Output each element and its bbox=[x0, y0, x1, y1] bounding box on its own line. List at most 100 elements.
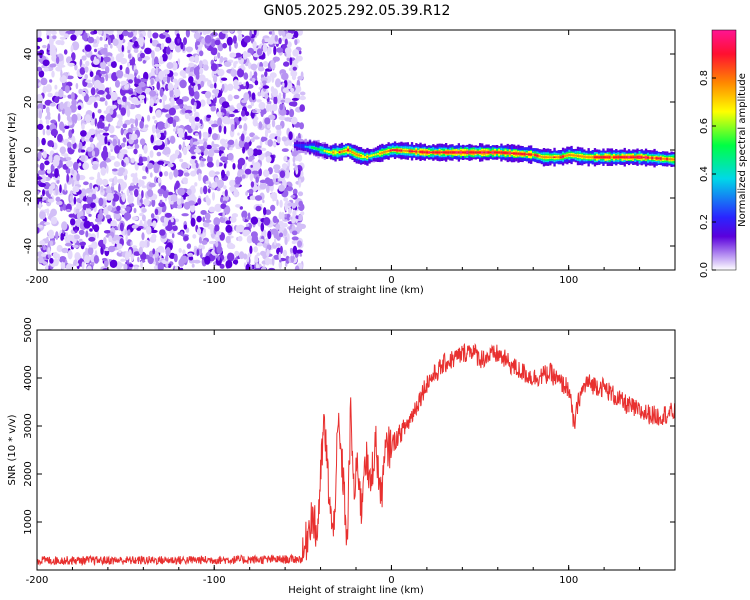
heatmap-noise-cell bbox=[47, 198, 55, 203]
heatmap-track-cell bbox=[549, 156, 552, 159]
heatmap-noise-cell bbox=[163, 104, 171, 110]
heatmap-noise-cell bbox=[187, 252, 194, 257]
heatmap-noise-cell bbox=[225, 224, 233, 233]
heatmap-noise-cell bbox=[135, 172, 138, 178]
heatmap-track-cell bbox=[372, 154, 375, 156]
heatmap-noise-cell bbox=[112, 38, 119, 46]
heatmap-noise-cell bbox=[37, 151, 42, 160]
heatmap-track-cell bbox=[619, 156, 622, 159]
heatmap-noise-cell bbox=[78, 88, 83, 95]
heatmap-track-cell bbox=[504, 151, 507, 154]
heatmap-track-cell bbox=[610, 156, 614, 159]
heatmap-noise-cell bbox=[291, 252, 294, 257]
heatmap-track-cell bbox=[387, 150, 390, 152]
heatmap-noise-cell bbox=[125, 233, 128, 242]
heatmap-noise-cell bbox=[190, 30, 199, 33]
heatmap-track-cell bbox=[434, 151, 437, 154]
heatmap-noise-cell bbox=[195, 71, 200, 80]
heatmap-noise-cell bbox=[81, 55, 87, 61]
heatmap-noise-cell bbox=[148, 182, 156, 188]
heatmap-noise-cell bbox=[71, 52, 76, 62]
heatmap-noise-cell bbox=[115, 212, 121, 220]
heatmap-track-cell bbox=[404, 149, 407, 152]
heatmap-noise-cell bbox=[93, 255, 99, 264]
heatmap-noise-cell bbox=[143, 198, 150, 207]
heatmap-noise-cell bbox=[163, 171, 169, 177]
heatmap-noise-cell bbox=[271, 119, 276, 128]
heatmap-noise-cell bbox=[214, 177, 219, 183]
heatmap-track-cell bbox=[487, 151, 490, 154]
heatmap-noise-cell bbox=[39, 53, 43, 59]
heatmap-noise-cell bbox=[247, 212, 251, 220]
heatmap-noise-cell bbox=[247, 147, 254, 157]
heatmap-noise-cell bbox=[180, 231, 184, 237]
heatmap-noise-cell bbox=[286, 57, 291, 62]
heatmap-noise-cell bbox=[165, 37, 172, 44]
heatmap-noise-cell bbox=[194, 182, 198, 187]
heatmap-noise-cell bbox=[89, 182, 93, 190]
heatmap-track-cell bbox=[517, 152, 520, 155]
heatmap-noise-cell bbox=[136, 85, 144, 94]
heatmap-noise-cell bbox=[222, 200, 228, 204]
heatmap-noise-cell bbox=[130, 118, 136, 124]
top-ytick-label: 0 bbox=[23, 147, 34, 153]
heatmap-noise-cell bbox=[41, 137, 46, 146]
heatmap-noise-cell bbox=[131, 224, 140, 229]
heatmap-noise-cell bbox=[152, 32, 159, 39]
heatmap-noise-cell bbox=[171, 233, 175, 239]
heatmap-track-cell bbox=[306, 146, 309, 148]
heatmap-noise-cell bbox=[121, 194, 126, 203]
heatmap-noise-cell bbox=[78, 238, 83, 243]
heatmap-noise-cell bbox=[170, 135, 176, 144]
heatmap-noise-cell bbox=[153, 97, 157, 104]
heatmap-noise-cell bbox=[47, 254, 52, 258]
heatmap-noise-cell bbox=[262, 85, 270, 89]
heatmap-noise-cell bbox=[106, 165, 109, 174]
heatmap-noise-cell bbox=[210, 105, 216, 112]
top-xtick-label: -200 bbox=[26, 275, 49, 286]
heatmap-noise-cell bbox=[227, 252, 235, 262]
heatmap-noise-cell bbox=[139, 120, 144, 129]
heatmap-noise-cell bbox=[193, 32, 200, 40]
heatmap-track-cell bbox=[670, 158, 673, 161]
heatmap-noise-cell bbox=[211, 123, 219, 128]
heatmap-noise-cell bbox=[86, 265, 92, 270]
heatmap-noise-cell bbox=[246, 235, 253, 244]
heatmap-noise-cell bbox=[221, 101, 230, 109]
heatmap-noise-cell bbox=[108, 235, 113, 243]
heatmap-noise-cell bbox=[183, 179, 188, 185]
heatmap-noise-cell bbox=[184, 131, 188, 140]
bottom-plot-frame bbox=[36, 329, 676, 571]
heatmap-noise-cell bbox=[283, 79, 288, 88]
heatmap-track-cell bbox=[655, 157, 658, 160]
heatmap-noise-cell bbox=[201, 158, 207, 162]
heatmap-noise-cell bbox=[227, 94, 233, 102]
heatmap-noise-cell bbox=[149, 150, 154, 158]
heatmap-noise-cell bbox=[109, 259, 118, 268]
heatmap-track-cell bbox=[515, 152, 518, 155]
heatmap-noise-cell bbox=[50, 63, 57, 68]
heatmap-noise-cell bbox=[89, 136, 94, 143]
heatmap-noise-cell bbox=[119, 64, 123, 71]
heatmap-noise-cell bbox=[206, 197, 211, 206]
heatmap-noise-cell bbox=[290, 254, 295, 263]
heatmap-noise-cell bbox=[141, 232, 145, 241]
heatmap-noise-cell bbox=[261, 38, 265, 45]
heatmap-noise-cell bbox=[139, 138, 146, 146]
heatmap-noise-cell bbox=[284, 97, 292, 104]
heatmap-noise-cell bbox=[46, 35, 50, 40]
heatmap-noise-cell bbox=[156, 151, 162, 157]
heatmap-noise-cell bbox=[188, 200, 195, 206]
heatmap-noise-cell bbox=[111, 168, 118, 172]
heatmap-noise-cell bbox=[92, 164, 99, 170]
heatmap-noise-cell bbox=[80, 149, 86, 153]
heatmap-noise-cell bbox=[53, 154, 61, 163]
heatmap-noise-cell bbox=[290, 116, 298, 125]
heatmap-track-cell bbox=[627, 156, 631, 159]
heatmap-noise-cell bbox=[78, 229, 85, 236]
heatmap-noise-cell bbox=[71, 91, 75, 101]
heatmap-noise-cell bbox=[150, 229, 158, 234]
heatmap-track-cell bbox=[389, 149, 392, 152]
heatmap-noise-cell bbox=[76, 212, 81, 220]
